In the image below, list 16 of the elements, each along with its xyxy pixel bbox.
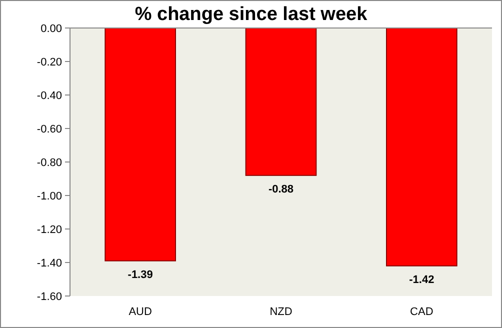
y-tick-label: -0.40	[36, 90, 62, 102]
chart-title: % change since last week	[134, 4, 368, 25]
y-tick-label: -1.00	[36, 190, 62, 202]
x-tick-label: AUD	[128, 306, 152, 318]
data-label: -1.39	[128, 268, 153, 281]
x-tick-label: CAD	[410, 306, 434, 318]
y-tick-label: -0.60	[36, 124, 62, 136]
data-label: -0.88	[268, 183, 294, 196]
y-tick-label: 0.00	[40, 23, 62, 35]
y-tick-label: -1.60	[36, 291, 62, 303]
y-tick-label: -0.80	[36, 157, 62, 169]
y-tick-label: -0.20	[36, 56, 62, 68]
data-label: -1.42	[409, 274, 434, 286]
x-tick-label: NZD	[270, 306, 292, 318]
y-tick-label: -1.20	[36, 224, 62, 236]
y-tick-label: -1.40	[36, 258, 62, 270]
